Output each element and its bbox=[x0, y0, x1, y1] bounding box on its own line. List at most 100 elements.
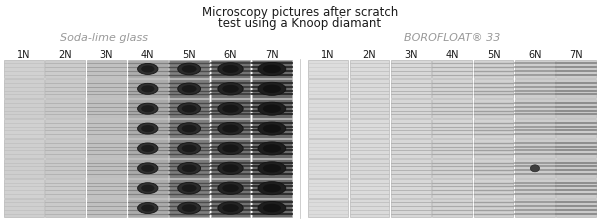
Bar bbox=[45, 99, 85, 118]
Ellipse shape bbox=[218, 83, 243, 95]
Bar bbox=[433, 159, 472, 178]
Bar bbox=[4, 139, 44, 158]
Ellipse shape bbox=[178, 182, 200, 194]
Ellipse shape bbox=[218, 202, 243, 214]
Ellipse shape bbox=[263, 184, 281, 192]
Bar bbox=[473, 60, 514, 78]
Bar bbox=[556, 139, 596, 158]
Bar bbox=[128, 60, 167, 78]
Ellipse shape bbox=[137, 183, 158, 194]
Bar bbox=[350, 139, 389, 158]
Ellipse shape bbox=[222, 85, 239, 93]
Bar bbox=[86, 199, 127, 217]
Ellipse shape bbox=[178, 63, 200, 75]
Ellipse shape bbox=[222, 164, 239, 172]
Bar bbox=[556, 199, 596, 217]
Ellipse shape bbox=[263, 65, 281, 73]
Bar bbox=[391, 99, 431, 118]
Bar bbox=[252, 139, 292, 158]
Bar bbox=[252, 80, 292, 98]
Bar bbox=[391, 139, 431, 158]
Ellipse shape bbox=[218, 182, 243, 194]
Ellipse shape bbox=[182, 125, 197, 132]
Ellipse shape bbox=[137, 163, 158, 174]
Ellipse shape bbox=[222, 65, 239, 73]
Ellipse shape bbox=[137, 123, 158, 134]
Text: Soda-lime glass: Soda-lime glass bbox=[61, 33, 148, 43]
Bar bbox=[4, 179, 44, 198]
Bar bbox=[169, 80, 209, 98]
Bar bbox=[433, 119, 472, 138]
Bar bbox=[128, 179, 167, 198]
Ellipse shape bbox=[141, 125, 154, 132]
Ellipse shape bbox=[258, 142, 286, 155]
Bar bbox=[45, 119, 85, 138]
Text: 4N: 4N bbox=[141, 50, 155, 60]
Bar bbox=[45, 159, 85, 178]
Bar bbox=[211, 139, 250, 158]
Ellipse shape bbox=[182, 65, 197, 73]
Ellipse shape bbox=[222, 184, 239, 192]
Bar bbox=[252, 179, 292, 198]
Bar bbox=[128, 80, 167, 98]
Bar bbox=[433, 60, 472, 78]
Bar bbox=[4, 99, 44, 118]
Bar bbox=[252, 99, 292, 118]
Bar bbox=[169, 119, 209, 138]
Bar bbox=[308, 119, 348, 138]
Bar bbox=[252, 60, 292, 78]
Bar bbox=[515, 199, 555, 217]
Ellipse shape bbox=[141, 165, 154, 172]
Bar bbox=[4, 80, 44, 98]
Bar bbox=[433, 99, 472, 118]
Ellipse shape bbox=[218, 63, 243, 75]
Bar bbox=[128, 139, 167, 158]
Ellipse shape bbox=[258, 102, 286, 115]
Ellipse shape bbox=[218, 122, 243, 135]
Bar bbox=[515, 159, 555, 178]
Bar bbox=[169, 139, 209, 158]
Bar bbox=[473, 159, 514, 178]
Bar bbox=[515, 139, 555, 158]
Bar bbox=[473, 179, 514, 198]
Bar bbox=[473, 99, 514, 118]
Bar bbox=[45, 60, 85, 78]
Bar bbox=[556, 99, 596, 118]
Ellipse shape bbox=[182, 204, 197, 212]
Ellipse shape bbox=[263, 105, 281, 113]
Ellipse shape bbox=[137, 63, 158, 74]
Bar bbox=[391, 179, 431, 198]
Bar bbox=[391, 60, 431, 78]
Bar bbox=[515, 80, 555, 98]
Bar bbox=[45, 80, 85, 98]
Bar bbox=[45, 139, 85, 158]
Bar bbox=[473, 119, 514, 138]
Bar bbox=[350, 119, 389, 138]
Bar bbox=[252, 119, 292, 138]
Ellipse shape bbox=[178, 202, 200, 214]
Ellipse shape bbox=[137, 203, 158, 213]
Bar bbox=[169, 179, 209, 198]
Bar bbox=[211, 199, 250, 217]
Text: 3N: 3N bbox=[404, 50, 418, 60]
Bar bbox=[211, 179, 250, 198]
Ellipse shape bbox=[141, 145, 154, 152]
Ellipse shape bbox=[263, 144, 281, 153]
Bar bbox=[515, 179, 555, 198]
Text: 6N: 6N bbox=[224, 50, 237, 60]
Bar bbox=[86, 119, 127, 138]
Bar bbox=[128, 159, 167, 178]
Ellipse shape bbox=[258, 122, 286, 135]
Text: 5N: 5N bbox=[182, 50, 196, 60]
Bar bbox=[556, 60, 596, 78]
Text: 2N: 2N bbox=[58, 50, 72, 60]
Ellipse shape bbox=[141, 65, 154, 72]
Ellipse shape bbox=[263, 164, 281, 173]
Bar bbox=[169, 60, 209, 78]
Bar bbox=[86, 139, 127, 158]
Ellipse shape bbox=[258, 62, 286, 76]
Bar bbox=[473, 139, 514, 158]
Bar bbox=[556, 119, 596, 138]
Bar bbox=[433, 80, 472, 98]
Bar bbox=[169, 199, 209, 217]
